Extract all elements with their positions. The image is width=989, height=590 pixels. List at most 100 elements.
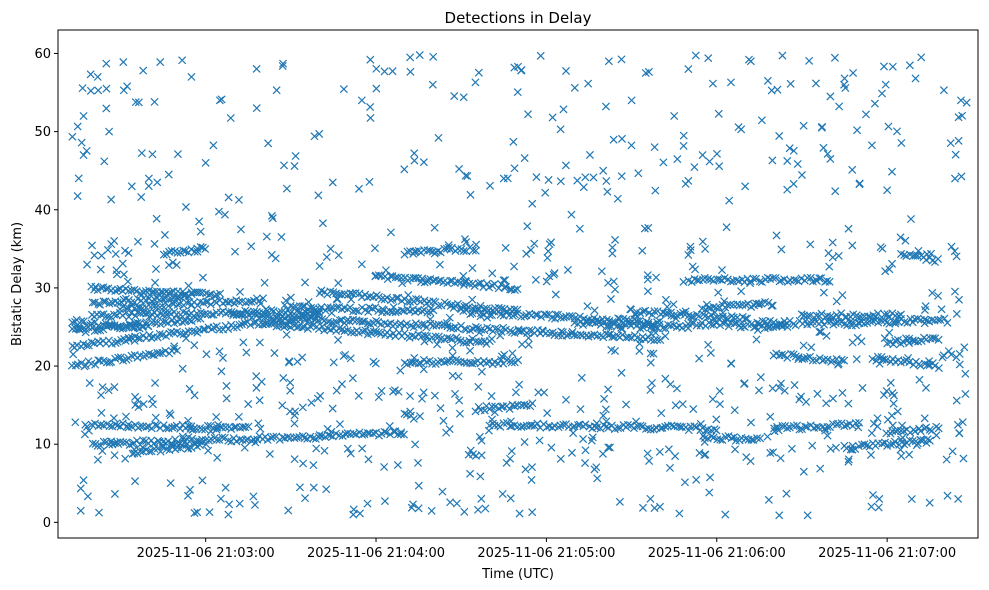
data-point (180, 291, 189, 300)
data-point (213, 453, 222, 462)
data-point (638, 503, 647, 512)
data-point (159, 250, 168, 259)
data-point (769, 448, 778, 457)
data-point (576, 405, 585, 414)
data-point (889, 399, 898, 408)
data-point (509, 137, 518, 146)
data-point (507, 358, 516, 367)
data-point (508, 349, 517, 358)
data-point (855, 180, 864, 189)
data-point (173, 346, 182, 355)
data-point (158, 441, 167, 450)
data-point (877, 89, 887, 98)
data-point (442, 319, 451, 328)
data-point (444, 243, 453, 252)
data-point (139, 66, 148, 75)
data-point (144, 174, 153, 183)
data-point (602, 177, 611, 186)
data-point (466, 346, 475, 355)
data-point (102, 284, 111, 293)
data-point (737, 287, 746, 296)
data-point (584, 79, 593, 88)
data-point (406, 391, 415, 400)
data-point (848, 241, 857, 250)
data-point (920, 306, 929, 315)
data-point (315, 129, 324, 138)
data-point (692, 475, 701, 484)
data-point (866, 450, 876, 459)
data-point (279, 59, 288, 68)
data-point (440, 358, 449, 367)
data-point (184, 281, 193, 290)
data-point (510, 285, 519, 294)
data-point (641, 320, 650, 329)
data-point (812, 356, 821, 365)
data-point (834, 419, 843, 428)
data-point (823, 276, 832, 285)
data-point (431, 332, 440, 341)
data-point (354, 391, 363, 400)
data-point (314, 191, 323, 200)
x-tick-label: 2025-11-06 21:04:00 (307, 546, 445, 561)
data-point (684, 250, 693, 259)
data-point (528, 463, 537, 472)
data-point (252, 64, 261, 73)
data-point (147, 333, 156, 342)
data-point (471, 78, 480, 87)
data-point (87, 241, 97, 250)
data-point (417, 394, 427, 403)
data-point (664, 309, 673, 318)
data-point (137, 149, 146, 158)
data-point (237, 310, 246, 319)
data-point (470, 281, 479, 290)
data-point (517, 326, 526, 336)
data-point (797, 170, 806, 180)
data-point (887, 167, 897, 176)
data-point (617, 325, 626, 334)
data-point (706, 348, 715, 357)
data-point (410, 149, 419, 158)
data-point (764, 495, 773, 504)
data-point (891, 336, 900, 345)
data-point (197, 310, 207, 319)
data-point (224, 436, 233, 445)
data-point (767, 301, 776, 310)
data-point (704, 274, 713, 283)
data-point (933, 254, 943, 263)
data-point (852, 355, 861, 364)
data-point (240, 443, 249, 452)
data-point (131, 98, 140, 107)
data-point (120, 246, 130, 255)
data-point (280, 313, 289, 322)
data-point (854, 423, 863, 432)
data-point (224, 307, 233, 317)
data-point (369, 429, 378, 438)
data-point (878, 355, 887, 364)
data-point (786, 79, 795, 88)
data-point (315, 431, 324, 440)
data-point (545, 329, 554, 338)
data-point (813, 389, 822, 398)
data-point (366, 55, 375, 64)
data-point (608, 249, 617, 258)
data-point (805, 56, 814, 65)
data-point (510, 262, 519, 271)
data-point (889, 391, 899, 400)
data-point (542, 277, 551, 286)
data-point (101, 297, 110, 306)
data-point (168, 258, 177, 267)
data-point (451, 389, 460, 398)
data-point (614, 424, 623, 433)
data-point (357, 260, 366, 269)
data-point (650, 307, 659, 316)
data-point (573, 176, 582, 185)
data-point (205, 508, 214, 517)
data-point (519, 422, 528, 431)
data-point (490, 408, 499, 417)
data-point (911, 251, 920, 260)
data-point (712, 318, 721, 327)
data-point (776, 454, 785, 463)
data-point (534, 388, 543, 397)
data-point (879, 390, 888, 400)
data-point (284, 506, 293, 515)
